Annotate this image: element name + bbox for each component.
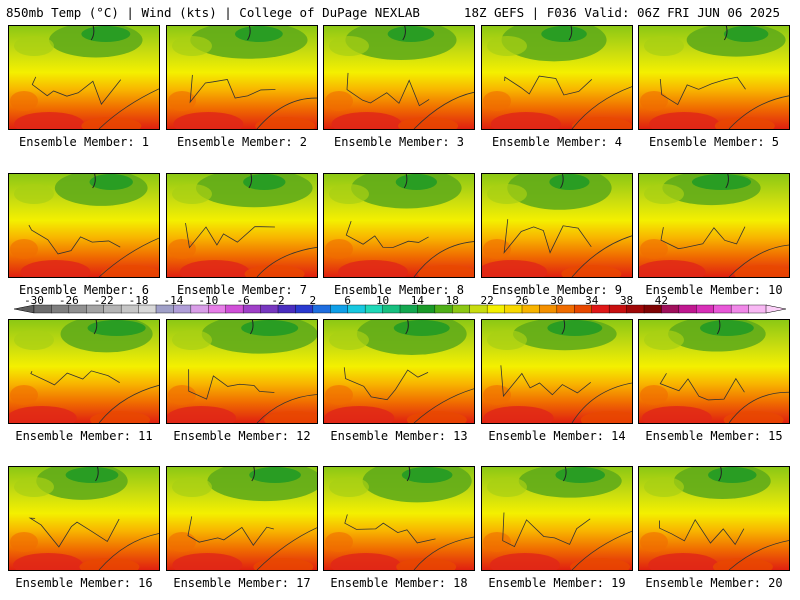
colorbar-tick-label: 18 — [446, 296, 459, 307]
colorbar-segment — [696, 304, 715, 314]
ensemble-member-label: Ensemble Member: 11 — [15, 429, 153, 443]
colorbar-max-arrow — [765, 304, 787, 314]
ensemble-member-map — [481, 25, 633, 130]
colorbar-segment — [713, 304, 732, 314]
ensemble-member-map — [323, 25, 475, 130]
colorbar-tick-label: 42 — [655, 296, 668, 307]
ensemble-member-label: Ensemble Member: 14 — [488, 429, 626, 443]
ensemble-member-map — [481, 319, 633, 424]
colorbar-segment — [678, 304, 697, 314]
ensemble-member-label: Ensemble Member: 4 — [491, 135, 623, 149]
ensemble-member-map — [166, 319, 318, 424]
temperature-colorbar: -30 -26 -22 -18 -14 -10 -6 -2 2 6 10 14 18 22 26 30 34 38… — [13, 296, 787, 314]
ensemble-member-label: Ensemble Member: 13 — [330, 429, 468, 443]
ensemble-member-label: Ensemble Member: 8 — [333, 283, 465, 297]
ensemble-member-map — [481, 466, 633, 571]
ensemble-member-map — [323, 466, 475, 571]
colorbar-tick-label: -2 — [271, 296, 284, 307]
colorbar-tick-label: 30 — [550, 296, 563, 307]
ensemble-member-map — [8, 319, 160, 424]
ensemble-member-map — [638, 25, 790, 130]
colorbar-tick-label: -6 — [237, 296, 250, 307]
ensemble-member-label: Ensemble Member: 16 — [15, 576, 153, 590]
colorbar-tick-label: 26 — [515, 296, 528, 307]
ensemble-member-label: Ensemble Member: 7 — [176, 283, 308, 297]
ensemble-member-label: Ensemble Member: 9 — [491, 283, 623, 297]
ensemble-member-label: Ensemble Member: 15 — [645, 429, 783, 443]
ensemble-member-label: Ensemble Member: 17 — [173, 576, 311, 590]
ensemble-member-map — [638, 466, 790, 571]
ensemble-member-map — [166, 25, 318, 130]
colorbar-tick-label: -18 — [129, 296, 149, 307]
ensemble-member-label: Ensemble Member: 3 — [333, 135, 465, 149]
ensemble-member-map — [8, 466, 160, 571]
colorbar-tick-label: -22 — [94, 296, 114, 307]
colorbar-segment — [730, 304, 750, 314]
colorbar-segment — [748, 304, 767, 314]
ensemble-member-map — [8, 25, 160, 130]
colorbar-tick-label: 38 — [620, 296, 633, 307]
ensemble-member-map — [638, 319, 790, 424]
ensemble-member-label: Ensemble Member: 10 — [645, 283, 783, 297]
ensemble-member-label: Ensemble Member: 18 — [330, 576, 468, 590]
colorbar-tick-label: -30 — [24, 296, 44, 307]
ensemble-member-map — [638, 173, 790, 278]
ensemble-member-label: Ensemble Member: 1 — [18, 135, 150, 149]
colorbar-tick-label: 6 — [344, 296, 351, 307]
ensemble-member-map — [323, 173, 475, 278]
ensemble-member-map — [8, 173, 160, 278]
ensemble-member-label: Ensemble Member: 6 — [18, 283, 150, 297]
ensemble-member-map — [481, 173, 633, 278]
colorbar-tick-label: -14 — [163, 296, 183, 307]
colorbar-tick-label: 22 — [481, 296, 494, 307]
colorbar-tick-label: 14 — [411, 296, 425, 307]
ensemble-member-label: Ensemble Member: 19 — [488, 576, 626, 590]
ensemble-member-label: Ensemble Member: 5 — [648, 135, 780, 149]
ensemble-member-label: Ensemble Member: 2 — [176, 135, 308, 149]
colorbar-tick-label: 2 — [310, 296, 317, 307]
ensemble-member-label: Ensemble Member: 20 — [645, 576, 783, 590]
ensemble-member-map — [323, 319, 475, 424]
header-title: 850mb Temp (°C) | Wind (kts) | College o… — [6, 5, 420, 20]
ensemble-member-map — [166, 466, 318, 571]
ensemble-member-label: Ensemble Member: 12 — [173, 429, 311, 443]
colorbar-tick-label: 10 — [376, 296, 389, 307]
header-valid-time: 18Z GEFS | F036 Valid: 06Z FRI JUN 06 20… — [463, 5, 780, 20]
colorbar-tick-label: -26 — [59, 296, 79, 307]
colorbar-tick-label: -10 — [198, 296, 218, 307]
ensemble-member-map — [166, 173, 318, 278]
colorbar-tick-label: 34 — [585, 296, 599, 307]
